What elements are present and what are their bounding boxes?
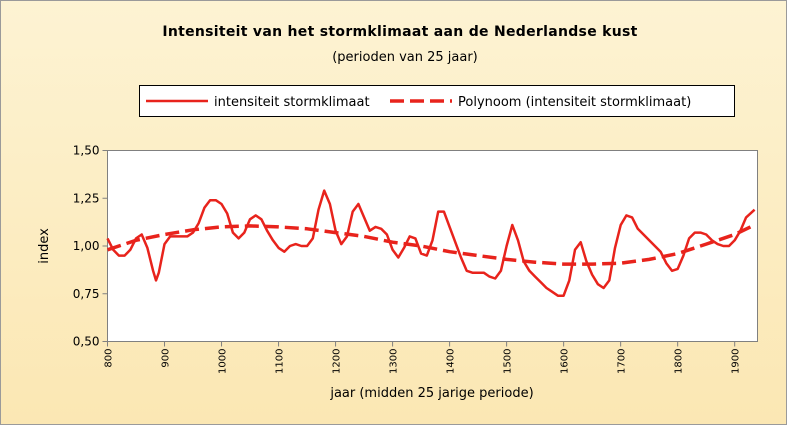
y-tick-label: 1,00 [73,239,100,253]
series-line [106,189,756,297]
y-tick-label: 0,75 [73,287,100,301]
x-tick-label: 1500 [503,349,514,374]
x-tick-label: 1000 [218,349,229,374]
x-tick-label: 900 [161,349,172,368]
chart-title: Intensiteit van het stormklimaat aan de … [162,24,637,40]
x-tick-label: 800 [104,349,115,368]
x-tick-label: 1700 [617,349,628,374]
x-tick-label: 1100 [275,349,286,374]
legend-label: Polynoom (intensiteit stormklimaat) [458,95,691,110]
x-tick-label: 1900 [731,349,742,374]
y-tick-label: 1,50 [73,144,100,158]
x-axis-label: jaar (midden 25 jarige periode) [329,386,533,401]
x-tick-label: 1800 [674,349,685,374]
legend-label: intensiteit stormklimaat [214,95,370,110]
x-tick-label: 1300 [389,349,400,374]
chart-subtitle: (perioden van 25 jaar) [332,50,478,65]
x-tick-label: 1200 [332,349,343,374]
plot-area [107,150,758,342]
x-tick-label: 1600 [560,349,571,374]
y-axis-label: index [37,228,52,264]
x-tick-label: 1400 [446,349,457,374]
series-line [106,223,756,266]
y-tick-label: 0,50 [73,335,100,349]
y-tick-label: 1,25 [73,191,100,205]
